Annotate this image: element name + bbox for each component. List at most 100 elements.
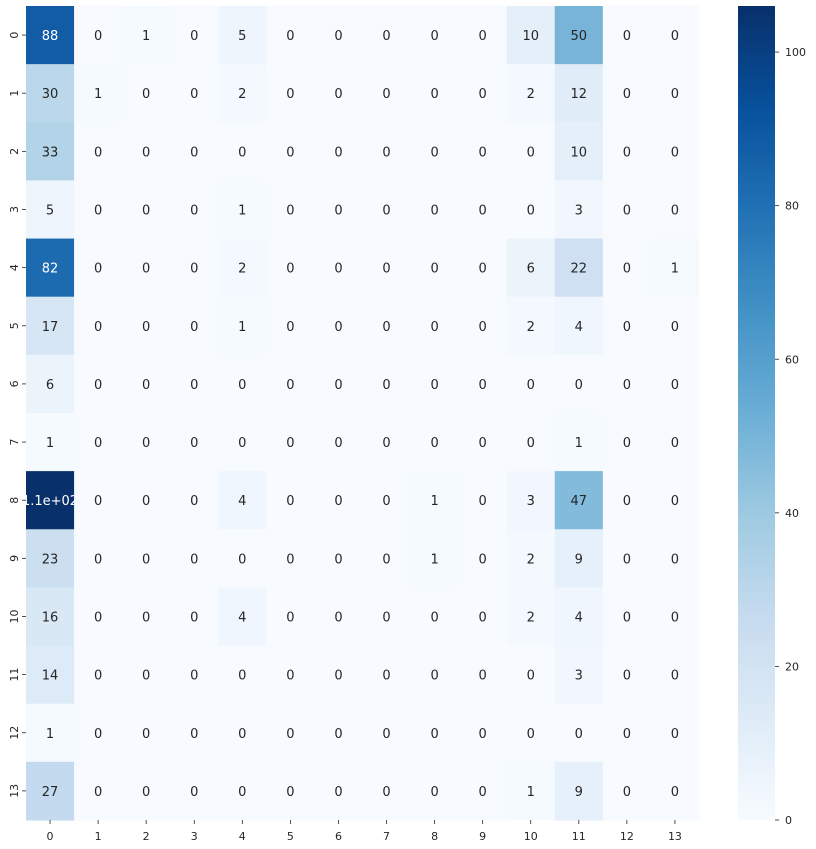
cell-annotation: 0 bbox=[190, 145, 198, 160]
cell-annotation: 0 bbox=[94, 29, 102, 44]
heatmap-cell bbox=[602, 238, 652, 298]
cell-annotation: 0 bbox=[382, 785, 390, 800]
cell-annotation: 9 bbox=[575, 785, 583, 800]
heatmap-cell bbox=[410, 761, 460, 821]
cell-annotation: 0 bbox=[238, 669, 246, 684]
cell-annotation: 0 bbox=[479, 785, 487, 800]
heatmap-cell bbox=[410, 354, 460, 414]
heatmap-cell bbox=[218, 761, 267, 821]
heatmap-cell bbox=[650, 354, 700, 414]
cell-annotation: 0 bbox=[623, 494, 631, 509]
cell-annotation: 1 bbox=[671, 262, 679, 277]
cell-annotation: 0 bbox=[286, 378, 294, 393]
x-tick-label: 12 bbox=[620, 830, 634, 843]
cell-annotation: 0 bbox=[382, 436, 390, 451]
heatmap-cell bbox=[170, 180, 219, 240]
heatmap-cell bbox=[314, 6, 364, 65]
heatmap-cell bbox=[554, 64, 604, 123]
heatmap-cell bbox=[170, 529, 219, 588]
cell-annotation: 1 bbox=[142, 29, 150, 44]
cell-annotation: 0 bbox=[623, 552, 631, 567]
heatmap-cell bbox=[506, 587, 556, 647]
heatmap-cell bbox=[314, 703, 364, 763]
heatmap-cell bbox=[458, 761, 508, 821]
cell-annotation: 0 bbox=[238, 785, 246, 800]
cell-annotation: 0 bbox=[334, 785, 342, 800]
cell-annotation: 0 bbox=[286, 552, 294, 567]
colorbar-tick-label: 60 bbox=[785, 353, 799, 366]
heatmap-cell bbox=[362, 587, 412, 647]
colorbar-tick-label: 80 bbox=[785, 200, 799, 213]
cell-annotation: 0 bbox=[142, 145, 150, 160]
heatmap-cell bbox=[410, 587, 460, 647]
heatmap-cell bbox=[554, 6, 604, 65]
heatmap-cell bbox=[458, 296, 508, 356]
cell-annotation: 0 bbox=[430, 320, 438, 335]
cell-annotation: 0 bbox=[671, 29, 679, 44]
cell-annotation: 0 bbox=[142, 320, 150, 335]
y-tick-label: 12 bbox=[8, 726, 21, 740]
heatmap-cell bbox=[362, 122, 412, 182]
y-tick-label: 10 bbox=[8, 609, 21, 623]
x-tick-label: 3 bbox=[191, 830, 198, 843]
heatmap-cell bbox=[458, 64, 508, 123]
heatmap-cell bbox=[122, 238, 171, 298]
heatmap-cell bbox=[266, 703, 316, 763]
x-tick-label: 13 bbox=[668, 830, 682, 843]
heatmap-cell bbox=[602, 761, 652, 821]
cell-annotation: 0 bbox=[430, 378, 438, 393]
cell-annotation: 0 bbox=[94, 494, 102, 509]
heatmap-cell bbox=[458, 645, 508, 705]
cell-annotation: 0 bbox=[142, 262, 150, 277]
x-tick-label: 0 bbox=[47, 830, 54, 843]
cell-annotation: 0 bbox=[479, 145, 487, 160]
heatmap-cell bbox=[650, 645, 700, 705]
heatmap-cell bbox=[554, 529, 604, 588]
cell-annotation: 0 bbox=[479, 610, 487, 625]
cell-annotation: 0 bbox=[142, 785, 150, 800]
cell-annotation: 0 bbox=[382, 29, 390, 44]
cell-annotation: 0 bbox=[94, 378, 102, 393]
y-tick-label: 8 bbox=[8, 497, 21, 504]
heatmap-cell bbox=[506, 761, 556, 821]
heatmap-cell bbox=[122, 6, 171, 65]
cell-annotation: 1.1e+02 bbox=[22, 494, 78, 509]
cell-annotation: 0 bbox=[430, 87, 438, 102]
cell-annotation: 0 bbox=[382, 378, 390, 393]
cell-annotation: 0 bbox=[430, 203, 438, 218]
cell-annotation: 10 bbox=[522, 29, 539, 44]
cell-annotation: 0 bbox=[623, 29, 631, 44]
cell-annotation: 1 bbox=[527, 785, 535, 800]
cell-annotation: 23 bbox=[42, 552, 59, 567]
cell-annotation: 0 bbox=[623, 610, 631, 625]
heatmap-cell bbox=[458, 6, 508, 65]
cell-annotation: 0 bbox=[623, 785, 631, 800]
cell-annotation: 0 bbox=[286, 87, 294, 102]
cell-annotation: 3 bbox=[575, 203, 583, 218]
colorbar-tick-label: 20 bbox=[785, 660, 799, 673]
heatmap-cell bbox=[314, 64, 364, 123]
heatmap-cell bbox=[74, 64, 123, 123]
heatmap-cell bbox=[266, 354, 316, 414]
x-tick-label: 6 bbox=[335, 830, 342, 843]
y-tick-label: 5 bbox=[8, 322, 21, 329]
cell-annotation: 0 bbox=[142, 727, 150, 742]
cell-annotation: 0 bbox=[334, 320, 342, 335]
cell-annotation: 0 bbox=[334, 29, 342, 44]
heatmap-cell bbox=[362, 471, 412, 530]
x-tick-label: 11 bbox=[572, 830, 586, 843]
heatmap-cell bbox=[74, 761, 123, 821]
heatmap-cell bbox=[170, 64, 219, 123]
heatmap-cell bbox=[122, 471, 171, 530]
heatmap-cell bbox=[170, 645, 219, 705]
cell-annotation: 5 bbox=[46, 203, 54, 218]
heatmap-cell bbox=[650, 412, 700, 472]
cell-annotation: 0 bbox=[575, 727, 583, 742]
cell-annotation: 0 bbox=[527, 378, 535, 393]
cell-annotation: 0 bbox=[286, 29, 294, 44]
heatmap-cell bbox=[458, 703, 508, 763]
heatmap-cell bbox=[74, 645, 123, 705]
cell-annotation: 6 bbox=[527, 262, 535, 277]
cell-annotation: 0 bbox=[623, 378, 631, 393]
